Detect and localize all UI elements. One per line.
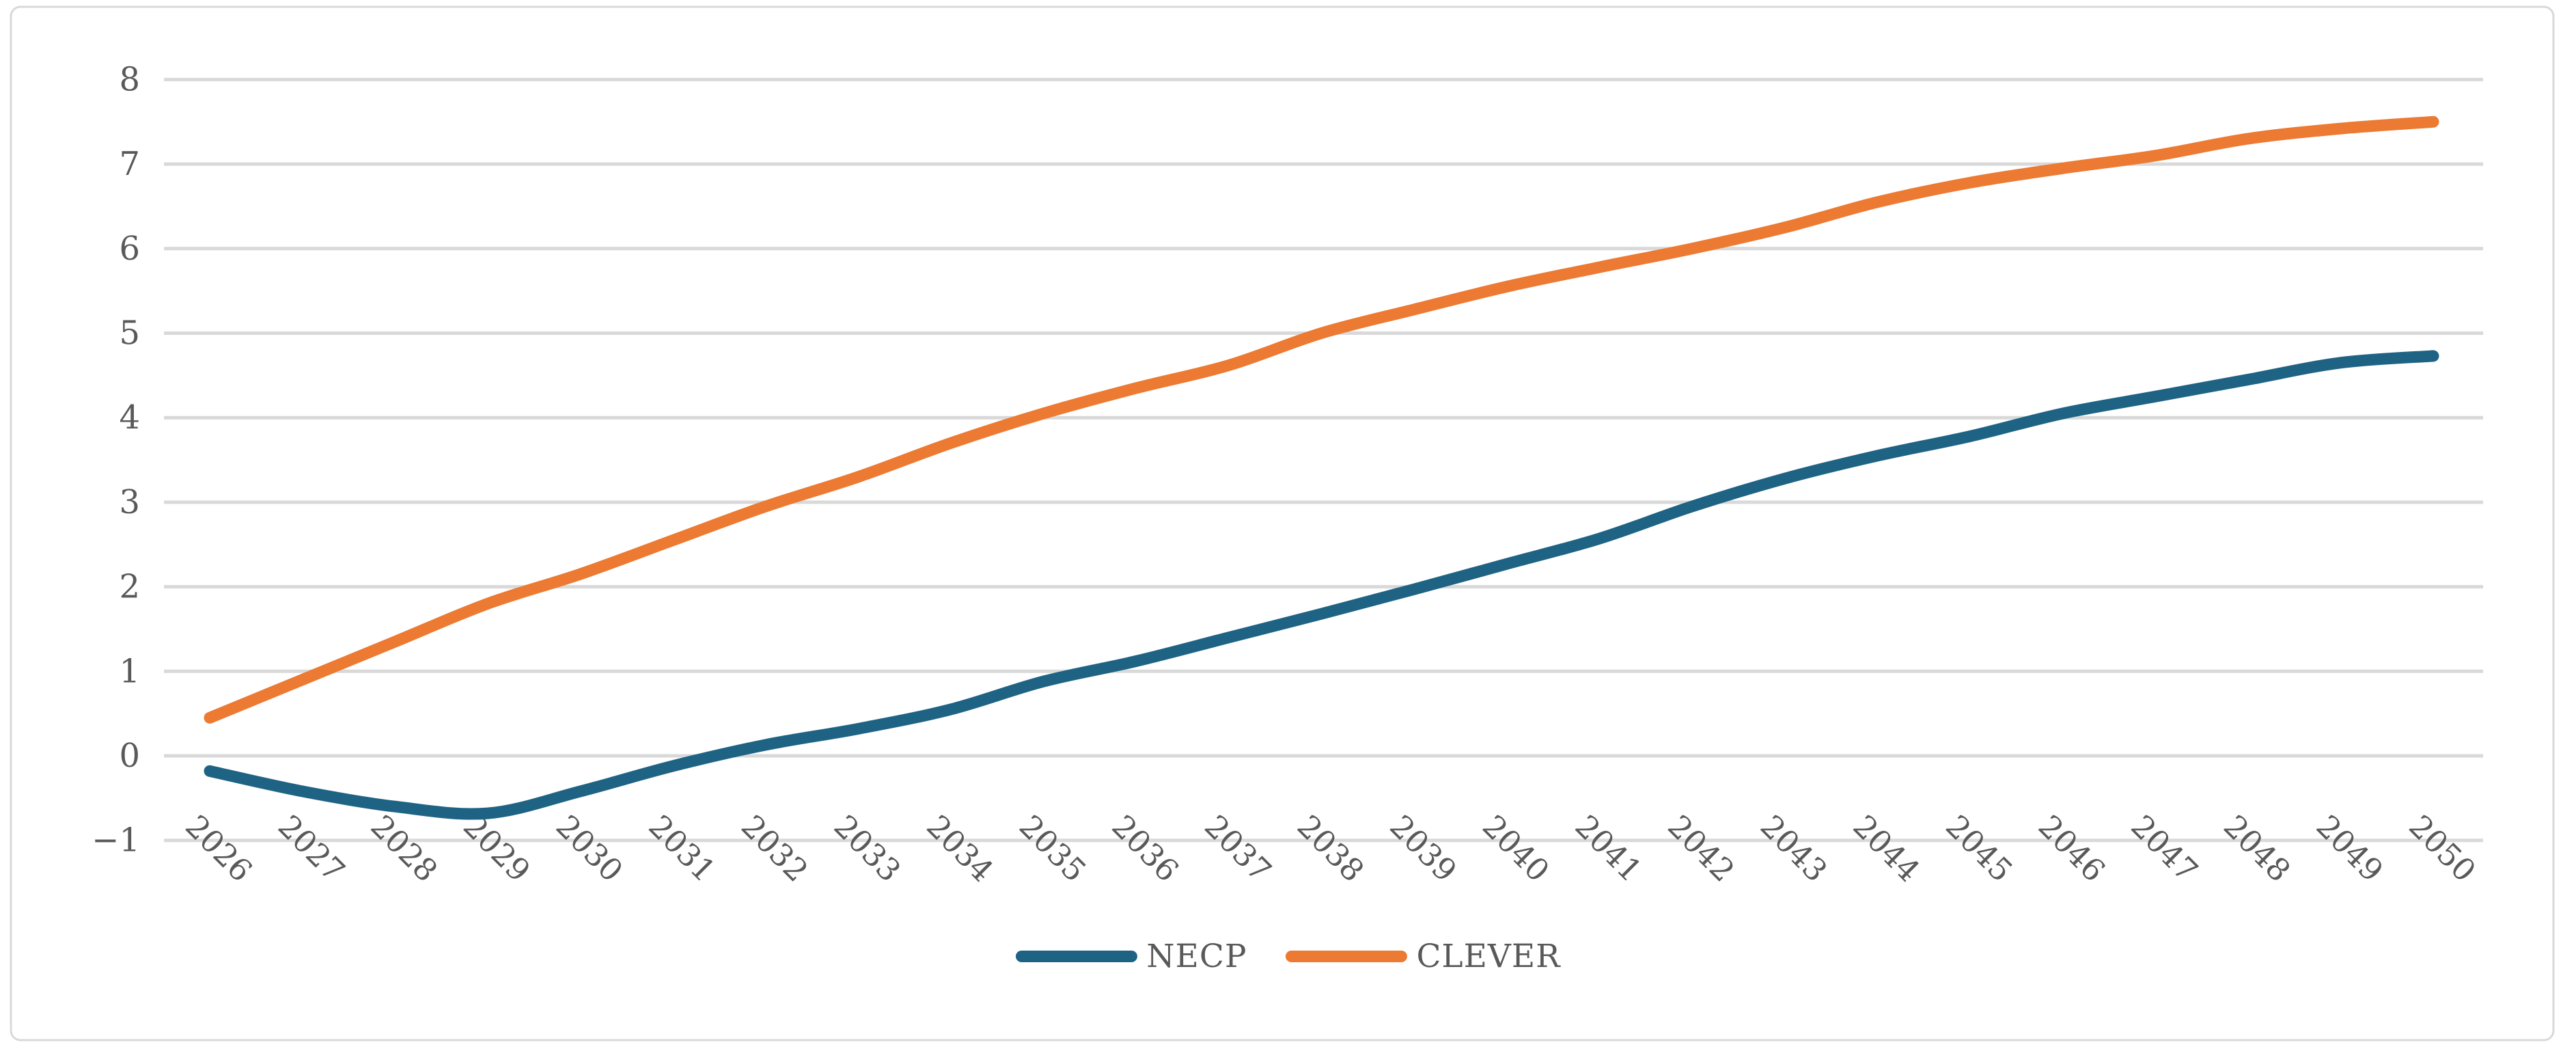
legend-item-necp: NECP bbox=[1015, 938, 1247, 975]
y-tick-label: 8 bbox=[119, 60, 140, 98]
y-tick-label: 6 bbox=[119, 230, 140, 268]
clever-line-swatch-icon bbox=[1285, 951, 1407, 962]
legend-label-necp: NECP bbox=[1146, 938, 1247, 975]
y-tick-label: 1 bbox=[119, 652, 140, 690]
legend-label-clever: CLEVER bbox=[1416, 938, 1561, 975]
necp-line-swatch-icon bbox=[1015, 951, 1137, 962]
y-tick-label: 5 bbox=[119, 314, 140, 353]
chart-border bbox=[10, 5, 2555, 1041]
y-tick-label: 0 bbox=[119, 737, 140, 775]
series-line-necp bbox=[204, 350, 2439, 820]
y-tick-label: 7 bbox=[119, 145, 140, 183]
y-tick-label: 4 bbox=[119, 398, 140, 437]
chart-legend: NECP CLEVER bbox=[1015, 938, 1560, 975]
y-tick-label: −1 bbox=[92, 821, 140, 860]
y-tick-label: 3 bbox=[119, 483, 140, 521]
y-tick-label: 2 bbox=[119, 568, 140, 606]
legend-item-clever: CLEVER bbox=[1285, 938, 1560, 975]
series-line-clever bbox=[204, 115, 2439, 724]
